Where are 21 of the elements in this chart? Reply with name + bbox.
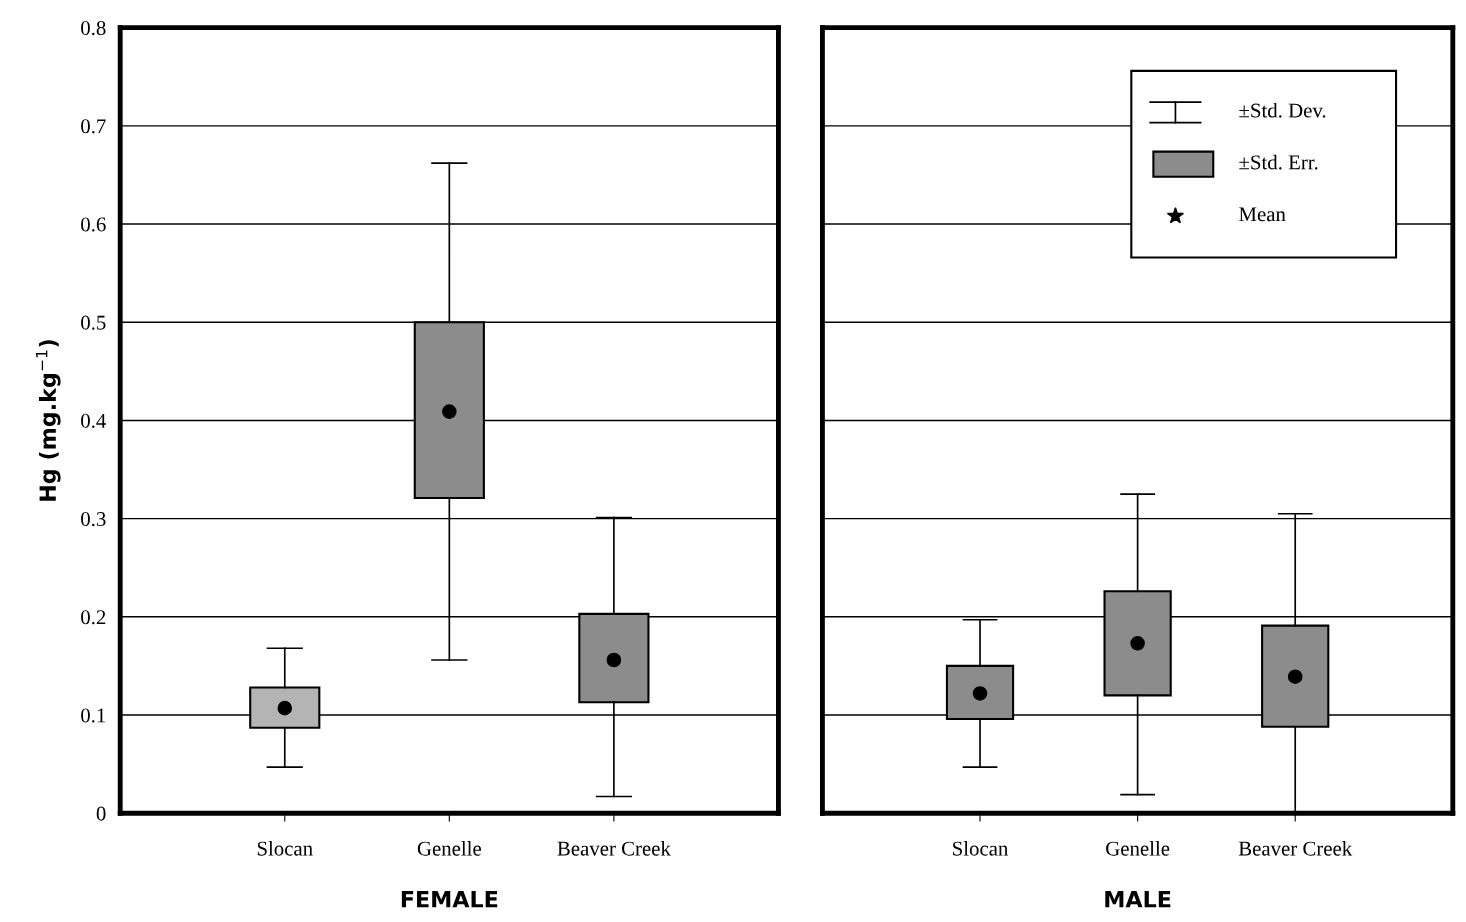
y-tick-label: 0.6 (81, 217, 106, 232)
x-axis-title: MALE (1105, 891, 1171, 908)
y-axis-title: Hg (mg.kg$^{−1}$) (35, 340, 61, 501)
y-tick-label: 0.8 (81, 21, 106, 36)
annotation: Mean (1239, 207, 1286, 222)
x-tick-label: Slocan (257, 840, 313, 856)
x-tick-label: Beaver Creek (1238, 840, 1353, 856)
annotation: ±Std. Dev. (1239, 102, 1326, 118)
y-tick-label: 0 (96, 806, 106, 821)
x-tick-label: Genelle (417, 840, 481, 856)
y-tick-label: 0.2 (81, 610, 106, 625)
x-axis-title: FEMALE (401, 891, 498, 908)
x-tick-label: Beaver Creek (557, 840, 671, 856)
y-tick-label: 0.3 (81, 512, 106, 527)
y-tick-label: 0.1 (81, 708, 106, 723)
y-tick-label: 0.5 (81, 315, 106, 330)
annotation: ±Std. Err. (1239, 154, 1318, 170)
y-tick-label: 0.7 (81, 119, 106, 134)
x-tick-label: Slocan (953, 840, 1009, 856)
x-tick-label: Genelle (1106, 840, 1170, 856)
y-tick-label: 0.4 (81, 413, 106, 428)
